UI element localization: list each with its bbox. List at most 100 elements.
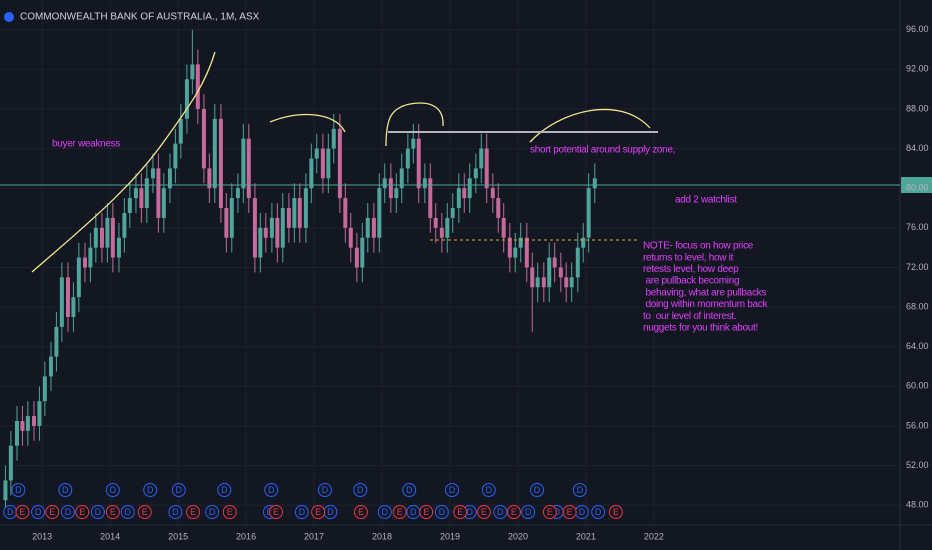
y-tick-label: 92.00 [906,64,929,74]
y-tick-label: 76.00 [906,222,929,232]
event-label: D [553,507,560,517]
event-marker [186,505,201,519]
candle-body [541,277,546,288]
drawing-curve [31,51,216,273]
candle-body [105,217,110,248]
event-label: E [227,507,233,517]
labels: COMMONWEALTH BANK OF AUSTRALIA., 1M, ASX [4,12,260,23]
annotation: short potential around supply zone, [530,145,675,156]
candle-body [547,257,552,288]
event-label: D [221,485,228,495]
annotation: add 2 watchlist [675,195,737,206]
candle-body [592,178,597,189]
event-label: D [381,507,388,517]
event-marker [562,505,577,519]
event-label: D [466,507,473,517]
price-badge [901,177,932,193]
x-tick-label: 2014 [100,531,120,541]
candles [3,29,597,516]
x-tick-label: 2013 [32,531,52,541]
candle-body [309,158,314,189]
candle-body [167,168,172,189]
y-tick-label: 64.00 [906,341,929,351]
candle-body [524,237,529,268]
candle-body [201,108,206,169]
event-label: D [95,507,102,517]
candle-body [365,217,370,238]
event-marker [353,483,368,497]
y-tick-label: 72.00 [906,262,929,272]
event-label: D [209,507,216,517]
candle-body [139,188,144,209]
candle-body [535,277,540,288]
event-marker [15,505,30,519]
candle-body [326,148,331,179]
event-marker [58,483,73,497]
candle-body [581,237,586,248]
event-marker [445,483,460,497]
event-label: D [299,507,306,517]
candle-body [173,143,178,169]
x-tick-label: 2019 [440,531,460,541]
candle-body [161,188,166,218]
candle-body [195,64,200,109]
candle-body [371,217,376,238]
candle-body [263,227,268,238]
event-label: D [595,507,602,517]
event-label: E [315,507,321,517]
candle-body [8,445,13,481]
event-label: E [613,507,619,517]
candle-body [71,297,76,317]
candle-body [156,168,161,218]
event-label: D [497,507,504,517]
candle-body [456,188,461,209]
candle-body [99,227,104,248]
y-tick-label: 88.00 [906,103,929,113]
event-label: E [79,507,85,517]
event-label: D [439,507,446,517]
event-label: D [147,485,154,495]
event-label: E [142,507,148,517]
event-label: E [273,507,279,517]
note-line: doing within momentum back [643,299,768,310]
candle-body [20,420,25,431]
candle-body [178,118,183,144]
candle-body [354,247,359,268]
candle-body [575,247,580,278]
candle-body [530,267,535,288]
x-tick-label: 2021 [576,531,596,541]
candle-body [394,188,399,199]
event-marker [120,505,135,519]
x-tick-label: 2015 [168,531,188,541]
event-marker [377,505,392,519]
event-label: D [35,507,42,517]
candle-body [229,198,234,238]
note-line: nuggets for you think about! [643,323,758,334]
event-label: D [172,507,179,517]
candle-body [518,237,523,248]
event-marker [542,505,557,519]
candle-body [42,376,47,402]
event-marker [521,505,536,519]
candle-body [82,257,87,268]
event-label: D [410,507,417,517]
candle-body [252,198,257,258]
candle-body [422,178,427,189]
candle-body [65,277,70,317]
y-tick-label: 56.00 [906,420,929,430]
candle-body [501,217,506,238]
candle-body [122,212,127,238]
candle-body [218,118,223,209]
x-tick-label: 2017 [304,531,324,541]
candle-body [331,128,336,149]
candle-body [416,138,421,189]
event-label: E [511,507,517,517]
event-marker [530,483,545,497]
event-marker [11,483,26,497]
candle-body [48,356,53,377]
candle-body [280,208,285,248]
candle-body [343,198,348,228]
event-label: E [49,507,55,517]
annotation: buyer weakness [52,139,120,150]
candle-body [552,257,557,268]
